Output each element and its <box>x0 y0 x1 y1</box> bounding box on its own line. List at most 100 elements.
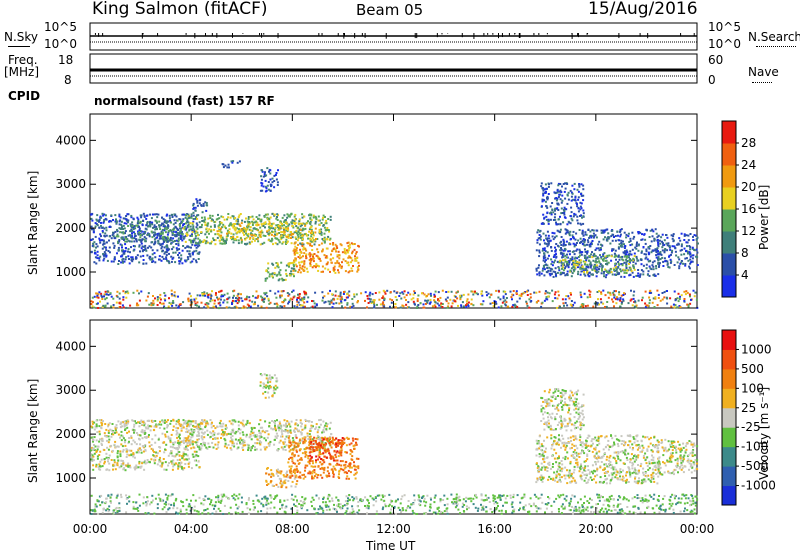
power-cell <box>344 270 347 273</box>
power-cell <box>133 225 136 228</box>
velocity-cell <box>157 438 160 441</box>
power-cell <box>549 218 552 221</box>
power-cell <box>125 218 128 221</box>
power-cell <box>218 290 220 293</box>
velocity-cell <box>239 442 242 445</box>
power-cell <box>123 251 126 254</box>
velocity-cell <box>103 460 106 463</box>
velocity-cell <box>310 444 313 447</box>
power-cell <box>555 255 558 258</box>
power-cell <box>118 297 121 300</box>
velocity-cell <box>187 441 190 444</box>
power-cell <box>599 263 602 265</box>
power-cell <box>495 289 498 292</box>
power-cell <box>301 304 304 307</box>
velocity-cell <box>200 431 203 434</box>
power-cell <box>625 265 628 267</box>
power-cell <box>648 292 651 294</box>
power-cell <box>336 255 339 258</box>
velocity-cell <box>180 440 183 443</box>
power-cell <box>571 258 574 261</box>
velocity-cell <box>266 430 269 432</box>
power-cell <box>288 262 291 265</box>
power-cell <box>559 215 561 218</box>
velocity-cell <box>190 430 193 433</box>
power-cell <box>155 225 158 228</box>
power-cell <box>215 305 217 308</box>
power-cell <box>126 238 129 241</box>
power-cell <box>694 291 697 294</box>
power-cell <box>584 250 587 253</box>
power-cell <box>569 292 572 294</box>
power-cell <box>510 296 513 299</box>
power-cell <box>312 260 315 263</box>
power-cell <box>195 226 198 229</box>
power-cell <box>622 240 624 243</box>
velocity-cell <box>183 458 186 461</box>
power-cell <box>591 251 593 254</box>
power-cell <box>641 233 643 236</box>
power-cell <box>204 201 207 204</box>
power-cell <box>550 213 553 216</box>
power-cell <box>327 218 330 220</box>
velocity-cell <box>141 430 143 433</box>
power-cell <box>266 167 269 170</box>
power-cell <box>422 303 425 306</box>
velocity-cell <box>158 427 161 429</box>
velocity-cell <box>188 425 191 428</box>
velocity-cell <box>107 423 110 426</box>
power-cell <box>195 297 198 300</box>
power-cell <box>220 234 223 237</box>
power-cell <box>596 291 599 293</box>
power-cell <box>648 247 651 250</box>
power-cell <box>298 295 301 298</box>
power-cell <box>223 293 226 296</box>
power-cell <box>625 258 628 261</box>
velocity-cell <box>149 461 151 464</box>
power-cell <box>564 244 567 246</box>
power-cell <box>600 301 603 304</box>
power-cell <box>657 243 660 246</box>
power-cell <box>632 275 635 278</box>
power-cell <box>158 296 161 299</box>
power-cell <box>161 228 164 231</box>
power-cell <box>192 218 195 220</box>
power-cell <box>218 297 221 300</box>
velocity-cell <box>245 435 248 438</box>
velocity-cell <box>137 466 140 469</box>
power-cell <box>584 254 587 257</box>
power-cell <box>613 296 616 299</box>
power-cell <box>300 304 303 307</box>
velocity-cell <box>187 438 190 441</box>
power-cell <box>612 267 615 270</box>
power-cell <box>281 234 284 236</box>
power-cell <box>205 240 208 243</box>
power-cell <box>293 253 296 256</box>
power-cell <box>546 251 549 254</box>
power-cell <box>154 297 156 300</box>
power-cell <box>123 239 125 241</box>
power-cell <box>638 275 641 278</box>
power-cell <box>251 224 254 226</box>
velocity-cell <box>150 444 153 446</box>
power-cell <box>315 238 317 240</box>
power-cell <box>156 228 158 231</box>
power-cell <box>341 261 343 264</box>
power-cell <box>187 221 190 224</box>
power-cell <box>213 225 216 228</box>
power-cell <box>150 217 153 220</box>
power-cell <box>294 269 297 272</box>
power-cell <box>635 257 638 260</box>
power-cell <box>203 306 206 309</box>
power-cell <box>220 227 222 230</box>
power-cell <box>127 250 129 253</box>
velocity-cell <box>301 422 303 425</box>
power-cell <box>564 248 567 251</box>
power-cell <box>215 292 217 295</box>
velocity-cell <box>234 420 237 423</box>
power-cell <box>93 241 96 244</box>
power-cell <box>108 239 110 242</box>
power-cell <box>127 221 129 224</box>
velocity-cell <box>159 446 162 449</box>
power-cell <box>309 260 312 263</box>
